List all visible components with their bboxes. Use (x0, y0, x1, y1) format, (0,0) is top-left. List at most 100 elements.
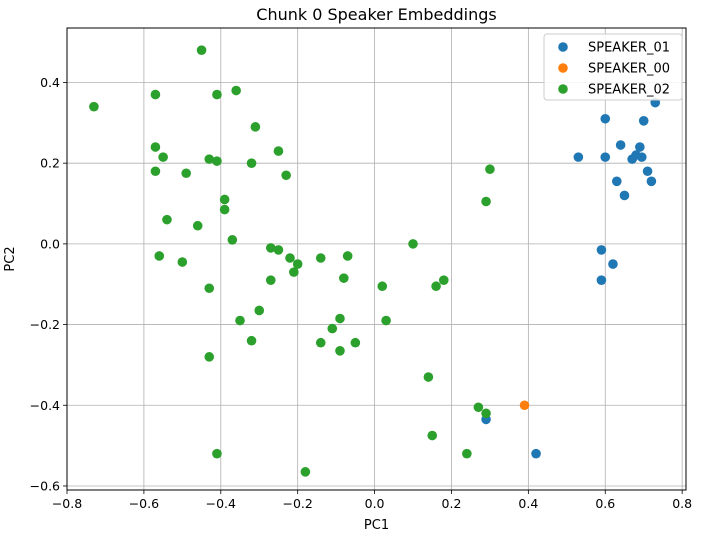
point-speaker-02 (273, 245, 284, 255)
point-speaker-02 (227, 235, 238, 245)
legend-label-speaker-02: SPEAKER_02 (588, 83, 670, 98)
legend-marker-speaker-00 (558, 63, 568, 73)
point-speaker-01 (646, 176, 657, 187)
point-speaker-02 (481, 408, 491, 419)
point-speaker-02 (315, 337, 326, 348)
point-speaker-02 (342, 251, 353, 261)
point-speaker-02 (158, 152, 168, 162)
point-speaker-02 (327, 323, 338, 334)
plot-frame (66, 27, 687, 491)
ticks-layer: −0.8 −0.6 −0.4 −0.2 0.0 0.2 0.4 0.6 0.8 −0.6 −0.4 −… (30, 75, 692, 511)
point-speaker-02 (212, 89, 222, 100)
x-tick-label: 0.0 (365, 496, 385, 511)
point-speaker-02 (162, 214, 172, 225)
point-speaker-02 (196, 45, 207, 55)
point-speaker-02 (265, 275, 276, 285)
point-speaker-02 (335, 313, 345, 324)
y-tick-label: −0.6 (30, 478, 60, 493)
point-speaker-02 (438, 275, 449, 285)
legend: SPEAKER_01 SPEAKER_00 SPEAKER_02 (543, 33, 683, 101)
point-speaker-01 (619, 190, 630, 201)
point-speaker-00 (519, 400, 530, 411)
point-speaker-02 (281, 170, 291, 181)
x-tick-label: 0.4 (518, 496, 538, 511)
point-speaker-02 (273, 146, 284, 156)
point-speaker-01 (600, 113, 611, 124)
point-speaker-02 (462, 448, 472, 459)
point-speaker-01 (531, 448, 541, 459)
y-tick-label: 0.4 (40, 75, 60, 90)
point-speaker-01 (573, 152, 584, 162)
point-speaker-02 (473, 402, 484, 413)
y-tick-label: −0.2 (30, 317, 60, 332)
x-tick-label: −0.2 (283, 496, 313, 511)
point-speaker-02 (89, 101, 99, 112)
point-speaker-02 (246, 335, 257, 346)
point-speaker-02 (427, 430, 438, 441)
legend-marker-speaker-01 (558, 42, 568, 52)
point-speaker-02 (250, 122, 261, 132)
x-tick-label: 0.6 (595, 496, 615, 511)
chart-title: Chunk 0 Speaker Embeddings (256, 5, 496, 24)
y-tick-label: 0.0 (40, 236, 60, 251)
x-tick-label: 0.8 (672, 496, 692, 511)
point-speaker-01 (600, 152, 611, 162)
point-speaker-01 (638, 116, 649, 126)
point-speaker-02 (335, 345, 345, 356)
y-axis-title: PC2 (3, 246, 18, 271)
point-speaker-02 (315, 253, 326, 263)
point-speaker-02 (150, 166, 161, 177)
point-speaker-01 (642, 166, 653, 177)
point-speaker-02 (204, 154, 215, 164)
point-speaker-02 (181, 168, 191, 179)
point-speaker-01 (608, 259, 618, 269)
x-tick-label: −0.4 (206, 496, 236, 511)
point-speaker-02 (289, 267, 299, 277)
legend-box (543, 33, 683, 101)
point-speaker-02 (235, 315, 245, 326)
point-speaker-02 (265, 243, 276, 253)
point-speaker-02 (350, 337, 361, 348)
point-speaker-02 (204, 352, 215, 362)
point-speaker-01 (596, 245, 607, 255)
point-speaker-02 (212, 156, 222, 166)
point-speaker-01 (635, 142, 645, 152)
point-speaker-02 (485, 164, 495, 175)
point-speaker-02 (246, 158, 257, 168)
x-tick-label: −0.8 (52, 496, 82, 511)
point-speaker-02 (150, 89, 161, 100)
point-speaker-02 (339, 273, 349, 283)
point-speaker-02 (150, 142, 161, 152)
point-speaker-02 (254, 305, 265, 316)
point-speaker-02 (177, 257, 188, 267)
x-tick-label: −0.6 (129, 496, 159, 511)
point-speaker-01 (615, 140, 626, 150)
grid-layer (66, 28, 686, 490)
point-speaker-02 (285, 253, 295, 263)
point-speaker-02 (204, 283, 215, 294)
point-speaker-02 (231, 85, 241, 96)
x-axis-title: PC1 (364, 518, 389, 533)
point-speaker-02 (423, 372, 434, 382)
point-speaker-02 (154, 251, 165, 261)
point-speaker-02 (300, 467, 311, 477)
point-speaker-02 (292, 259, 303, 269)
point-speaker-02 (481, 196, 491, 207)
legend-marker-speaker-02 (558, 84, 568, 94)
y-tick-label: −0.4 (30, 398, 60, 413)
point-speaker-01 (636, 152, 647, 162)
point-speaker-02 (212, 448, 222, 459)
points-layer (89, 45, 661, 477)
point-speaker-02 (377, 281, 388, 292)
point-speaker-02 (219, 194, 230, 205)
point-speaker-02 (219, 204, 230, 215)
legend-label-speaker-01: SPEAKER_01 (588, 41, 670, 56)
point-speaker-02 (431, 281, 441, 292)
point-speaker-02 (381, 315, 391, 326)
point-speaker-01 (596, 275, 607, 285)
x-tick-label: 0.2 (442, 496, 462, 511)
legend-label-speaker-00: SPEAKER_00 (588, 62, 670, 77)
point-speaker-01 (611, 176, 622, 187)
